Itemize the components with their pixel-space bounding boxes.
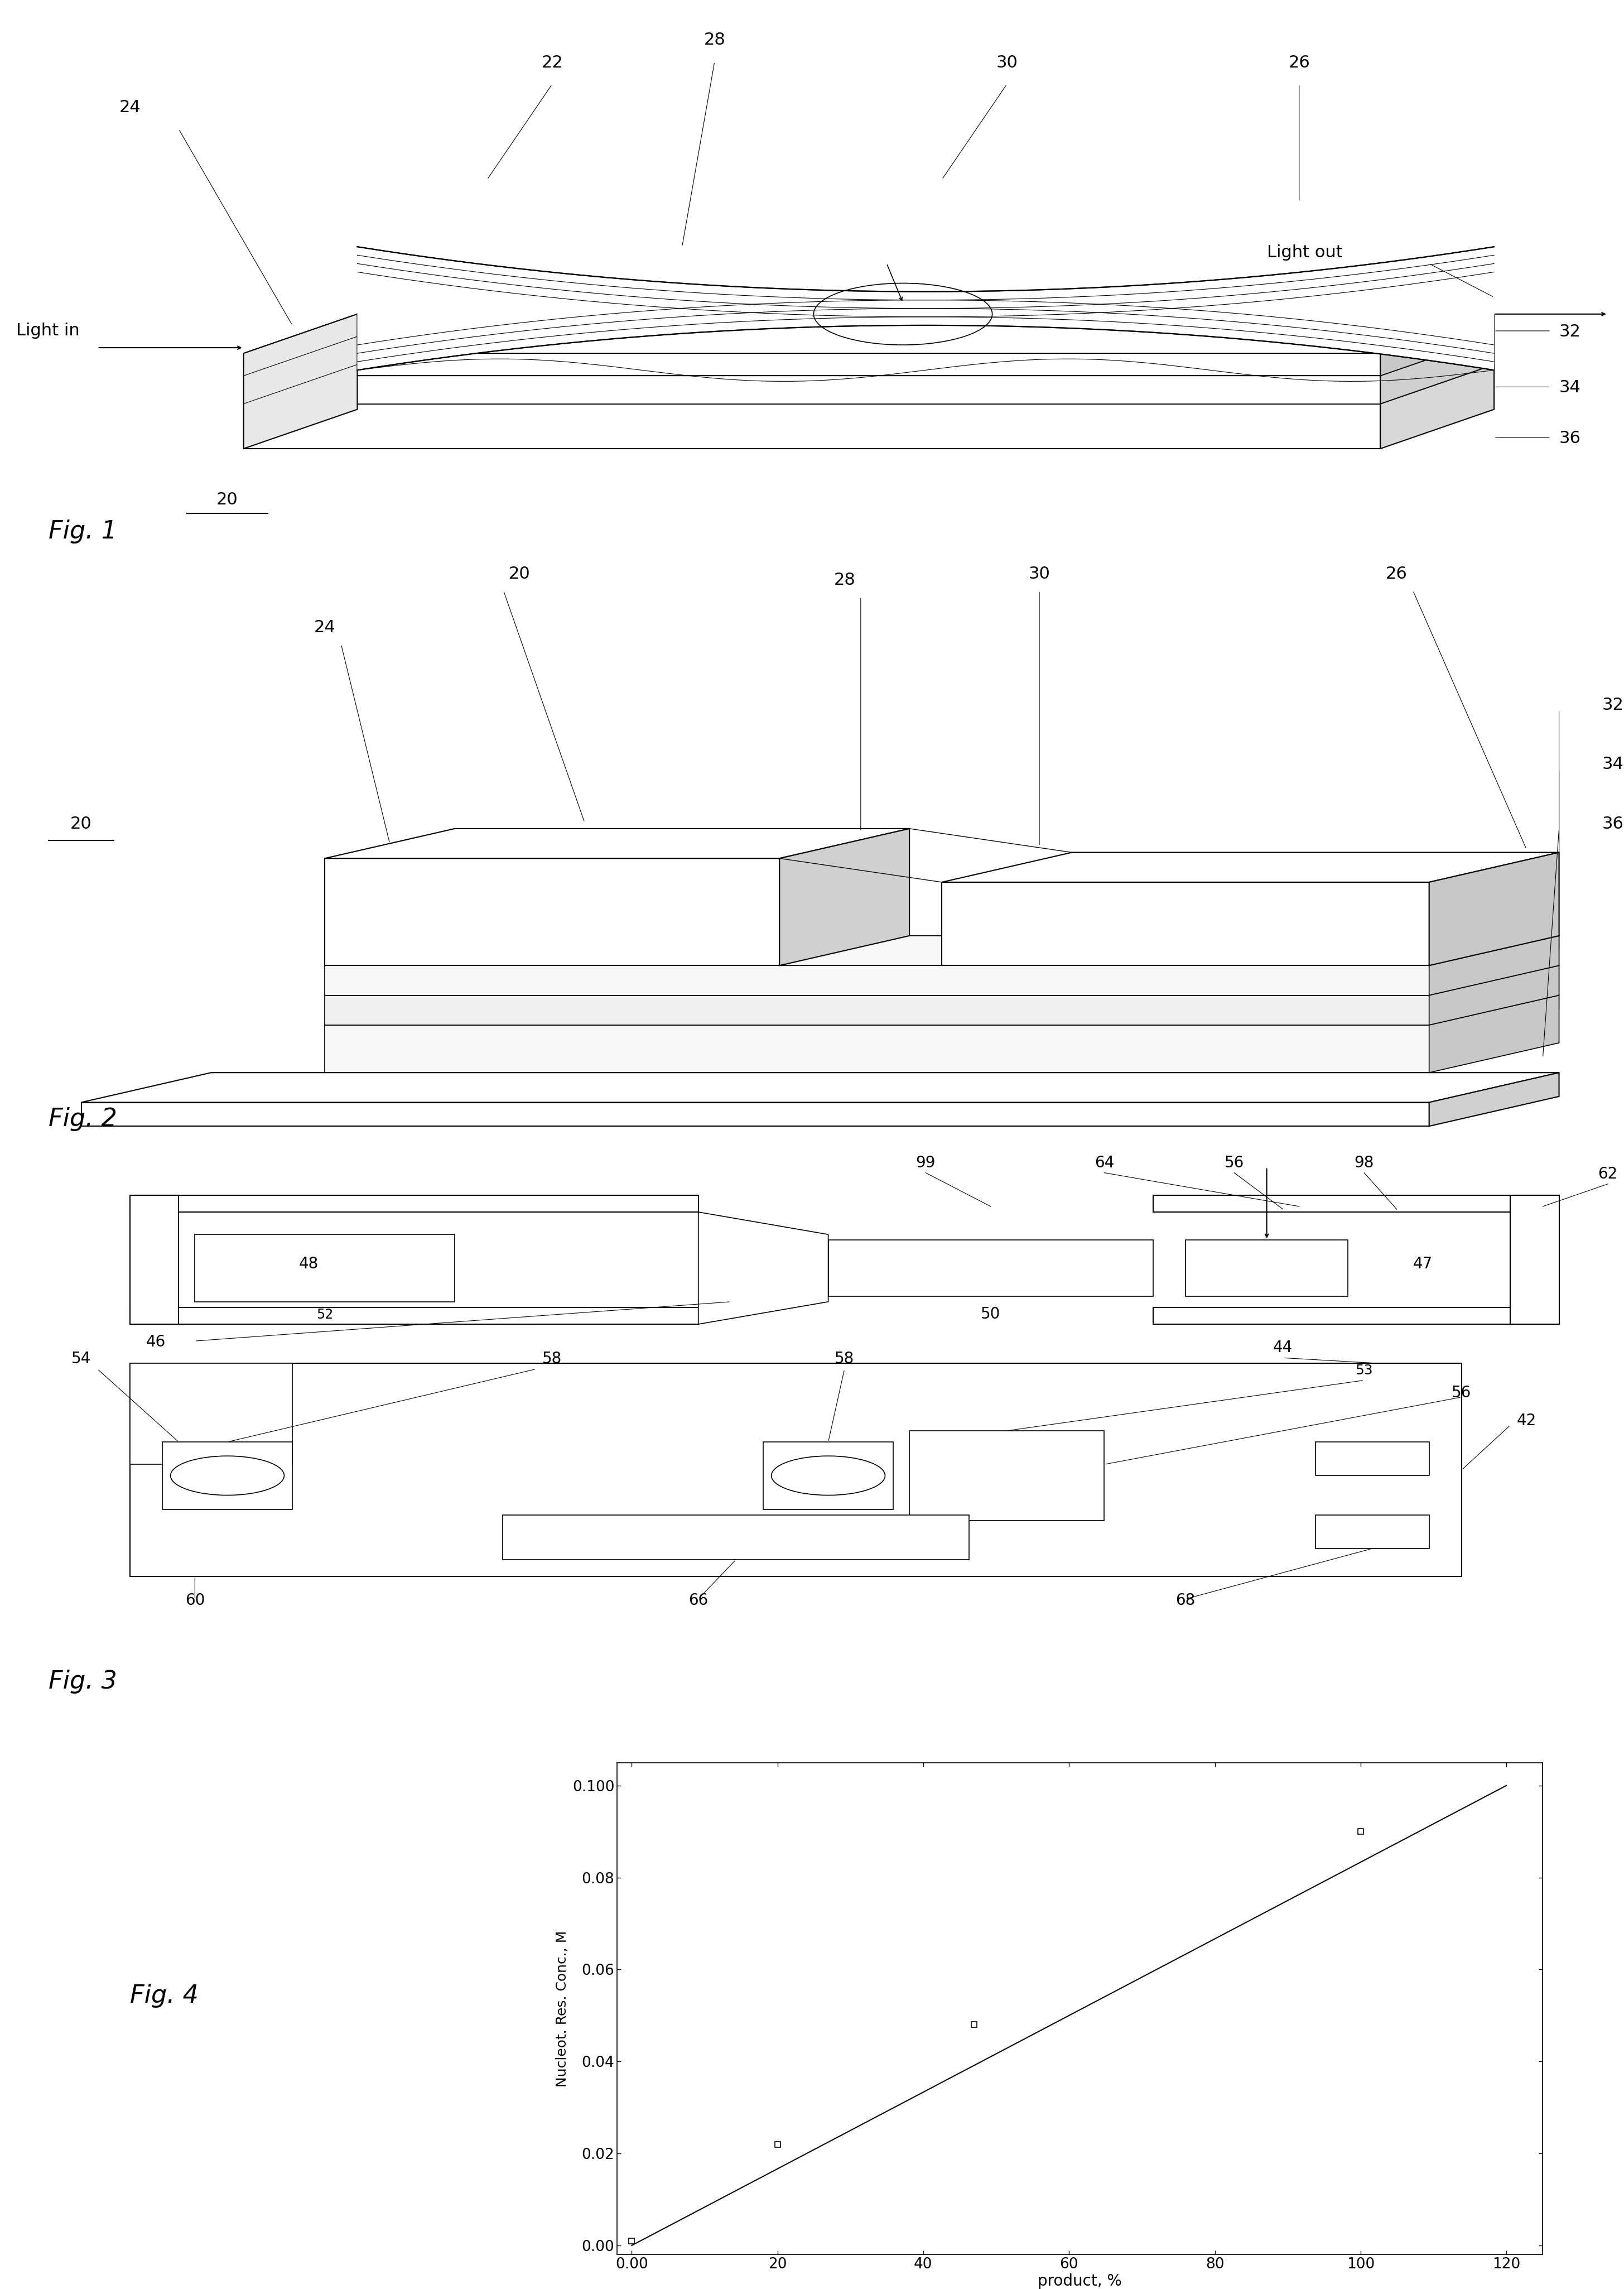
Polygon shape bbox=[325, 858, 780, 966]
Polygon shape bbox=[942, 852, 1559, 881]
Text: 44: 44 bbox=[1273, 1339, 1293, 1355]
Text: 36: 36 bbox=[1603, 815, 1624, 831]
Text: 46: 46 bbox=[146, 1334, 166, 1351]
Text: 28: 28 bbox=[703, 32, 726, 48]
Text: 34: 34 bbox=[1603, 755, 1624, 771]
Text: 48: 48 bbox=[299, 1257, 318, 1270]
Circle shape bbox=[771, 1456, 885, 1495]
Text: 56: 56 bbox=[1224, 1156, 1244, 1170]
Text: 32: 32 bbox=[1603, 696, 1624, 712]
Bar bbox=[130, 1307, 698, 1323]
Bar bbox=[503, 1515, 970, 1559]
Polygon shape bbox=[698, 1213, 828, 1323]
Text: 26: 26 bbox=[1288, 55, 1311, 71]
Text: 68: 68 bbox=[1176, 1593, 1195, 1607]
Text: 30: 30 bbox=[996, 55, 1018, 71]
Polygon shape bbox=[325, 1025, 1429, 1074]
Text: Light out: Light out bbox=[1267, 245, 1343, 261]
Bar bbox=[162, 1442, 292, 1508]
Polygon shape bbox=[244, 336, 1494, 375]
Bar bbox=[1315, 1442, 1429, 1476]
Bar bbox=[195, 1234, 455, 1302]
Polygon shape bbox=[1380, 314, 1494, 375]
Polygon shape bbox=[244, 403, 1380, 449]
Polygon shape bbox=[942, 881, 1429, 966]
Polygon shape bbox=[244, 314, 1494, 353]
Polygon shape bbox=[244, 353, 1380, 375]
Polygon shape bbox=[325, 996, 1559, 1025]
Text: 98: 98 bbox=[1354, 1156, 1374, 1170]
Polygon shape bbox=[1380, 364, 1494, 449]
Polygon shape bbox=[325, 996, 1429, 1025]
Polygon shape bbox=[244, 364, 1494, 403]
Polygon shape bbox=[81, 1103, 1429, 1126]
Bar bbox=[828, 1241, 1153, 1296]
Text: 24: 24 bbox=[313, 620, 336, 636]
Bar bbox=[130, 1195, 179, 1323]
Bar bbox=[130, 1364, 1462, 1577]
Text: 30: 30 bbox=[1028, 565, 1051, 581]
Polygon shape bbox=[1429, 852, 1559, 966]
Text: 58: 58 bbox=[835, 1351, 854, 1367]
Bar bbox=[909, 1431, 1104, 1520]
Text: Fig. 1: Fig. 1 bbox=[49, 520, 117, 542]
Text: 42: 42 bbox=[1517, 1412, 1536, 1428]
Text: 32: 32 bbox=[1559, 323, 1580, 339]
Text: 58: 58 bbox=[542, 1351, 562, 1367]
Text: 60: 60 bbox=[185, 1593, 205, 1607]
Text: 24: 24 bbox=[119, 98, 141, 114]
Text: 20: 20 bbox=[70, 815, 93, 831]
Text: Light in: Light in bbox=[16, 323, 80, 339]
Text: 66: 66 bbox=[689, 1593, 708, 1607]
Text: Fig. 2: Fig. 2 bbox=[49, 1108, 117, 1131]
Text: 62: 62 bbox=[1598, 1165, 1618, 1181]
X-axis label: product, %: product, % bbox=[1038, 2273, 1122, 2289]
Bar bbox=[1153, 1307, 1559, 1323]
Bar bbox=[1315, 1515, 1429, 1547]
Text: 64: 64 bbox=[1095, 1156, 1114, 1170]
Bar bbox=[130, 1195, 698, 1213]
Circle shape bbox=[171, 1456, 284, 1495]
Polygon shape bbox=[244, 314, 357, 449]
Polygon shape bbox=[325, 966, 1429, 996]
Text: Fig. 3: Fig. 3 bbox=[49, 1669, 117, 1694]
Bar bbox=[763, 1442, 893, 1508]
Y-axis label: Nucleot. Res. Conc., M: Nucleot. Res. Conc., M bbox=[555, 1930, 568, 2088]
Bar bbox=[1153, 1195, 1559, 1213]
Polygon shape bbox=[81, 1074, 1559, 1103]
Polygon shape bbox=[1429, 936, 1559, 996]
Polygon shape bbox=[325, 936, 1559, 966]
Text: 53: 53 bbox=[1356, 1364, 1372, 1378]
Text: Fig. 4: Fig. 4 bbox=[130, 1985, 198, 2007]
Text: 34: 34 bbox=[1559, 380, 1580, 396]
Text: 99: 99 bbox=[916, 1156, 935, 1170]
Polygon shape bbox=[1429, 1074, 1559, 1126]
Polygon shape bbox=[1380, 336, 1494, 403]
Polygon shape bbox=[325, 966, 1559, 996]
Text: 47: 47 bbox=[1413, 1257, 1432, 1270]
Bar bbox=[1186, 1241, 1348, 1296]
Polygon shape bbox=[1429, 966, 1559, 1025]
Bar bbox=[130, 1364, 292, 1465]
Polygon shape bbox=[325, 829, 909, 858]
Polygon shape bbox=[780, 829, 909, 966]
Text: 52: 52 bbox=[317, 1307, 333, 1321]
Text: 26: 26 bbox=[1385, 565, 1408, 581]
Text: 22: 22 bbox=[541, 55, 564, 71]
Text: 54: 54 bbox=[71, 1351, 91, 1367]
Text: 28: 28 bbox=[833, 572, 856, 588]
Text: 20: 20 bbox=[216, 492, 239, 508]
Polygon shape bbox=[1429, 996, 1559, 1074]
Text: 20: 20 bbox=[508, 565, 531, 581]
Polygon shape bbox=[357, 247, 1494, 371]
Text: 50: 50 bbox=[981, 1307, 1000, 1323]
Text: 36: 36 bbox=[1559, 430, 1580, 446]
Text: 56: 56 bbox=[1452, 1385, 1471, 1401]
Bar bbox=[1510, 1195, 1559, 1323]
Polygon shape bbox=[244, 375, 1380, 403]
